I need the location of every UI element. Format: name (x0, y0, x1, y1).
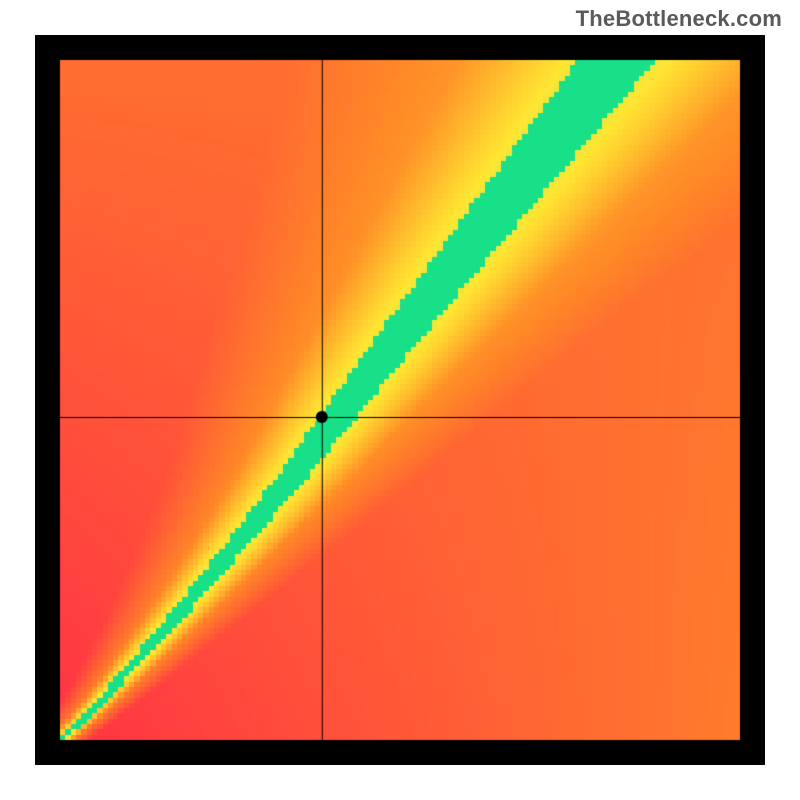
heatmap-plot (35, 35, 765, 765)
watermark-text: TheBottleneck.com (576, 6, 782, 32)
heatmap-canvas (35, 35, 765, 765)
